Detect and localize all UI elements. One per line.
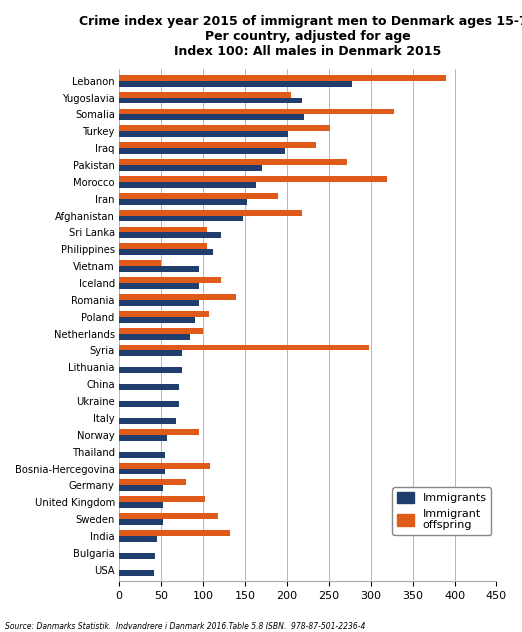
Bar <box>119 249 213 255</box>
Title: Crime index year 2015 of immigrant men to Denmark ages 15-79
Per country, adjust: Crime index year 2015 of immigrant men t… <box>79 15 522 58</box>
Bar <box>119 277 221 283</box>
Bar <box>119 176 387 182</box>
Bar <box>119 452 165 458</box>
Bar <box>119 125 330 131</box>
Bar <box>119 300 199 306</box>
Bar <box>119 97 302 104</box>
Bar <box>119 485 163 491</box>
Bar <box>119 502 163 508</box>
Bar <box>119 81 352 87</box>
Bar <box>119 131 289 137</box>
Bar <box>119 435 167 441</box>
Bar <box>119 384 180 390</box>
Legend: Immigrants, Immigrant
offspring: Immigrants, Immigrant offspring <box>393 487 491 535</box>
Bar <box>119 216 243 221</box>
Bar <box>119 260 161 266</box>
Bar <box>119 109 394 114</box>
Bar <box>119 519 163 525</box>
Bar <box>119 317 195 323</box>
Bar <box>119 496 206 502</box>
Bar <box>119 142 316 148</box>
Bar <box>119 210 302 216</box>
Bar <box>119 468 165 475</box>
Bar <box>119 294 236 300</box>
Bar <box>119 92 291 97</box>
Bar <box>119 351 182 356</box>
Bar <box>119 553 155 559</box>
Bar <box>119 569 155 576</box>
Bar <box>119 429 199 435</box>
Bar <box>119 148 285 154</box>
Bar <box>119 243 207 249</box>
Bar <box>119 266 199 272</box>
Bar <box>119 334 191 339</box>
Bar <box>119 513 218 519</box>
Bar <box>119 75 446 81</box>
Bar <box>119 480 186 485</box>
Bar <box>119 165 262 171</box>
Bar <box>119 114 304 120</box>
Bar <box>119 193 278 198</box>
Bar <box>119 233 221 238</box>
Bar <box>119 530 230 536</box>
Bar <box>119 182 256 188</box>
Bar <box>119 401 180 407</box>
Bar <box>119 536 157 542</box>
Bar <box>119 328 203 334</box>
Bar <box>119 283 199 289</box>
Bar <box>119 463 210 468</box>
Bar <box>119 344 369 351</box>
Bar <box>119 311 209 317</box>
Bar <box>119 367 182 374</box>
Text: Source: Danmarks Statistik.  Indvandrere i Danmark 2016.Table 5.8 ISBN.  978-87-: Source: Danmarks Statistik. Indvandrere … <box>5 622 365 631</box>
Bar <box>119 159 347 165</box>
Bar <box>119 198 246 205</box>
Bar <box>119 418 176 424</box>
Bar <box>119 226 207 233</box>
